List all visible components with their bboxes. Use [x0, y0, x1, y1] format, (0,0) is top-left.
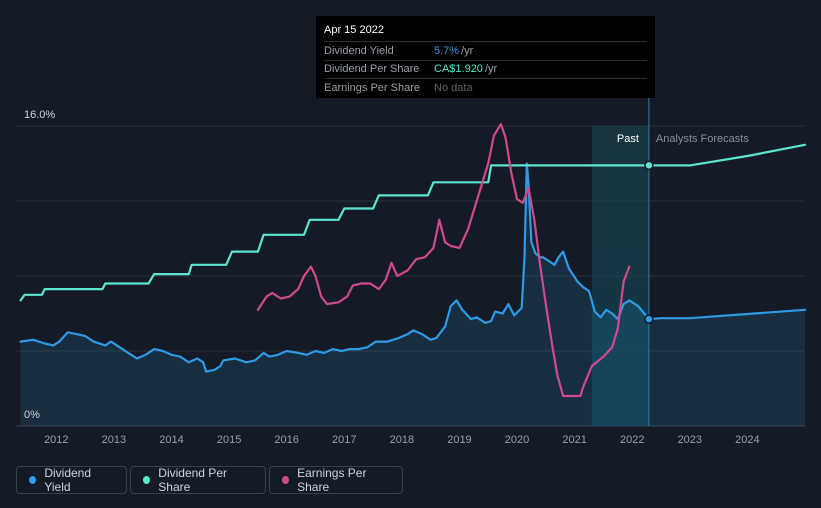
legend-earnings-per-share[interactable]: Earnings Per Share	[269, 466, 403, 494]
tooltip-label: Earnings Per Share	[324, 81, 420, 94]
dividend-yield-area	[20, 163, 806, 426]
x-tick-label: 2024	[735, 434, 759, 446]
dividend-yield-legend-dot	[29, 476, 37, 484]
x-tick-label: 2014	[159, 434, 183, 446]
x-tick-label: 2022	[620, 434, 644, 446]
past-label: Past	[617, 133, 639, 145]
forecast-band	[591, 98, 650, 426]
legend-label: Dividend Per Share	[158, 466, 227, 494]
legend-label: Dividend Yield	[44, 466, 92, 494]
legend-dividend-yield[interactable]: Dividend Yield	[16, 466, 127, 494]
x-tick-label: 2018	[390, 434, 414, 446]
legend-label: Earnings Per Share	[297, 466, 367, 494]
tooltip-label: Dividend Per Share	[324, 63, 420, 76]
earnings-per-share-legend-dot	[282, 476, 290, 484]
x-tick-label: 2016	[274, 434, 298, 446]
tooltip-row-earnings-per-share: Earnings Per Share No data	[324, 78, 647, 97]
series-markers	[644, 160, 654, 324]
forecast-label: Analysts Forecasts	[656, 133, 749, 145]
x-tick-label: 2020	[505, 434, 529, 446]
earnings-per-share-line	[256, 123, 631, 398]
x-tick-label: 2012	[44, 434, 68, 446]
x-tick-label: 2019	[447, 434, 471, 446]
x-tick-label: 2017	[332, 434, 356, 446]
tooltip: Apr 15 2022 Dividend Yield 5.7% /yr Divi…	[316, 16, 655, 98]
dividend-yield-marker	[644, 314, 654, 324]
tooltip-date: Apr 15 2022	[324, 24, 384, 36]
tooltip-value: CA$1.920	[434, 63, 483, 76]
tooltip-row-dividend-yield: Dividend Yield 5.7% /yr	[324, 41, 647, 60]
y-axis-top-label: 16.0%	[24, 109, 55, 121]
grid-lines	[16, 125, 805, 427]
axis-text: 16.0% 0% 2012 2013 2014 2015 2016 2017 2018 2019 2…	[24, 109, 760, 446]
dividend-per-share-legend-dot	[143, 476, 151, 484]
forecast-shade	[591, 126, 649, 426]
tooltip-value: No data	[434, 81, 473, 94]
tooltip-unit: /yr	[461, 44, 474, 57]
series-lines	[19, 123, 807, 398]
tooltip-unit: /yr	[484, 63, 498, 76]
tooltip-row-dividend-per-share: Dividend Per Share CA$1.920 /yr	[324, 59, 647, 79]
x-tick-label: 2021	[562, 434, 586, 446]
tooltip-value: 5.7%	[434, 44, 460, 57]
y-axis-bottom-label: 0%	[24, 409, 40, 421]
series-areas	[20, 163, 806, 426]
dividend-per-share-marker	[644, 160, 654, 171]
x-tick-label: 2013	[102, 434, 126, 446]
dividend-per-share-line	[19, 143, 807, 302]
legend-dividend-per-share[interactable]: Dividend Per Share	[130, 466, 266, 494]
x-tick-label: 2023	[678, 434, 702, 446]
x-tick-label: 2015	[217, 434, 241, 446]
dividend-yield-line	[19, 162, 807, 373]
tooltip-label: Dividend Yield	[324, 44, 394, 57]
